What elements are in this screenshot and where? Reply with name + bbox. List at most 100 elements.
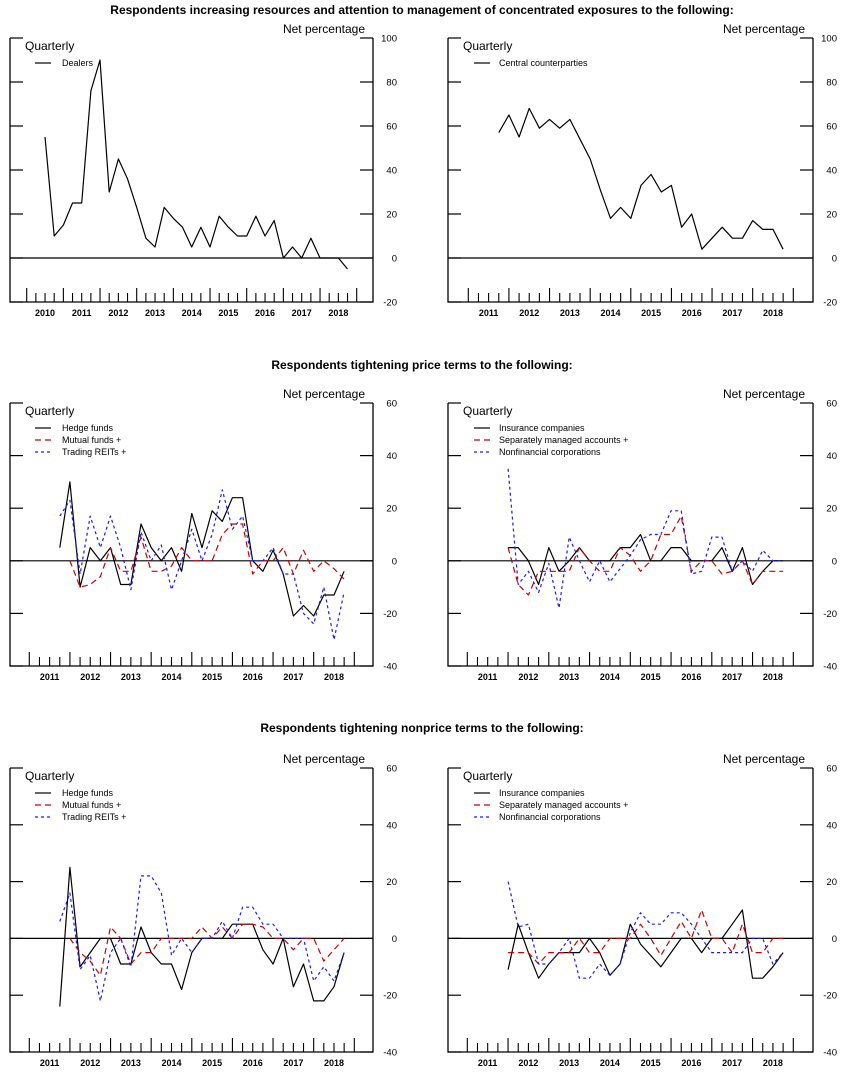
x-tick-label: 2011 (72, 308, 92, 318)
x-tick-label: 2013 (121, 672, 141, 682)
y-axis-label: Net percentage (723, 387, 805, 401)
series-line-hedge-funds (59, 481, 345, 617)
chart-panel-1: 100 80 60 40 20 0 -20 2011 2012 2013 2014 2015 2016 2… (447, 22, 837, 318)
y-axis-label: Net percentage (283, 752, 365, 766)
chart-panel-3: 60 40 20 0 -20 -40 2011 2012 2013 2014 2015 2016 201… (447, 387, 837, 682)
legend-label: Trading REITs + (62, 812, 126, 822)
frequency-label: Quarterly (25, 769, 74, 783)
x-tick-label: 2012 (108, 308, 128, 318)
y-tick-label: 0 (392, 934, 397, 945)
x-tick-label: 2015 (202, 1058, 222, 1068)
frequency-label: Quarterly (463, 404, 512, 418)
y-axis-label: Net percentage (723, 752, 805, 766)
legend-label: Hedge funds (62, 423, 114, 433)
legend-label: Separately managed accounts + (499, 800, 628, 810)
y-tick-label: 0 (832, 934, 837, 945)
plot-frame (447, 38, 814, 303)
x-tick-label: 2012 (519, 308, 539, 318)
series-line-nonfinancial-corporations (507, 468, 784, 609)
y-tick-label: 100 (381, 34, 397, 45)
y-tick-label: -20 (383, 609, 397, 620)
y-tick-label: 20 (826, 877, 837, 888)
y-tick-label: -40 (823, 662, 837, 673)
x-tick-label: 2013 (560, 308, 580, 318)
frequency-label: Quarterly (25, 404, 74, 418)
series-line-hedge-funds (59, 866, 345, 1007)
y-tick-label: -20 (823, 298, 837, 309)
x-tick-label: 2013 (559, 672, 579, 682)
legend-label: Separately managed accounts + (499, 435, 628, 445)
y-tick-label: 0 (392, 254, 397, 265)
series-line-trading-reits (59, 875, 345, 1002)
legend-label: Hedge funds (62, 788, 114, 798)
x-tick-label: 2018 (763, 308, 783, 318)
x-tick-label: 2015 (641, 672, 661, 682)
x-tick-label: 2011 (478, 1058, 498, 1068)
legend-label: Insurance companies (499, 423, 585, 433)
x-tick-label: 2015 (641, 1058, 661, 1068)
x-tick-label: 2013 (145, 308, 165, 318)
y-tick-label: 20 (826, 504, 837, 515)
x-tick-label: 2011 (40, 672, 60, 682)
x-tick-label: 2011 (40, 1058, 60, 1068)
x-tick-label: 2012 (80, 672, 100, 682)
y-tick-label: 40 (826, 820, 837, 831)
y-tick-label: 60 (826, 764, 837, 775)
x-tick-label: 2018 (324, 1058, 344, 1068)
y-tick-label: -20 (383, 298, 397, 309)
y-tick-label: 20 (826, 210, 837, 221)
x-tick-label: 2018 (328, 308, 348, 318)
y-tick-label: 0 (832, 556, 837, 567)
x-tick-label: 2012 (518, 1058, 538, 1068)
x-tick-label: 2014 (161, 1058, 181, 1068)
y-axis-label: Net percentage (283, 387, 365, 401)
x-tick-label: 2017 (292, 308, 312, 318)
y-axis-label: Net percentage (283, 22, 365, 36)
x-tick-label: 2018 (324, 672, 344, 682)
x-tick-label: 2014 (182, 308, 202, 318)
y-tick-label: 20 (386, 877, 397, 888)
x-tick-label: 2018 (763, 1058, 783, 1068)
x-tick-label: 2016 (243, 672, 263, 682)
y-tick-label: -40 (383, 662, 397, 673)
x-tick-label: 2014 (600, 672, 620, 682)
series-line-insurance-companies (507, 909, 784, 979)
x-tick-label: 2015 (202, 672, 222, 682)
series-line-separately-managed-accounts (508, 909, 784, 965)
frequency-label: Quarterly (25, 39, 74, 53)
y-tick-label: -40 (823, 1048, 837, 1059)
y-tick-label: 40 (826, 451, 837, 462)
y-tick-label: 40 (386, 820, 397, 831)
legend-label: Central counterparties (499, 58, 588, 68)
chart-panel-2: 60 40 20 0 -20 -40 2011 2012 2013 2014 2015 2016 201… (9, 387, 397, 682)
x-tick-label: 2011 (479, 308, 499, 318)
chart-panel-0: 100 80 60 40 20 0 -20 2010 2011 2012 2013 2014 2015 2… (9, 22, 397, 318)
plot-frame (447, 768, 814, 1053)
y-tick-label: 40 (826, 166, 837, 177)
legend-label: Dealers (62, 58, 94, 68)
legend-label: Trading REITs + (62, 447, 126, 457)
series-line-insurance-companies (508, 533, 784, 586)
x-tick-label: 2015 (641, 308, 661, 318)
y-tick-label: 60 (386, 122, 397, 133)
frequency-label: Quarterly (463, 769, 512, 783)
legend-label: Mutual funds + (62, 435, 121, 445)
legend-label: Nonfinancial corporations (499, 447, 601, 457)
y-tick-label: 80 (386, 78, 397, 89)
series-line-separately-managed-accounts (507, 515, 784, 596)
x-tick-label: 2014 (161, 672, 181, 682)
y-tick-label: 40 (386, 451, 397, 462)
chart-panel-4: 60 40 20 0 -20 -40 2011 2012 2013 2014 2015 2016 201… (9, 752, 397, 1068)
x-tick-label: 2017 (722, 308, 742, 318)
y-tick-label: -20 (383, 991, 397, 1002)
series-line-central-counterparties (498, 107, 784, 250)
x-tick-label: 2017 (283, 1058, 303, 1068)
series-line-mutual-funds (69, 923, 345, 976)
x-tick-label: 2014 (600, 308, 620, 318)
series-line-nonfinancial-corporations (507, 881, 784, 979)
series-line-dealers (44, 59, 348, 270)
x-tick-label: 2011 (478, 672, 498, 682)
y-axis-label: Net percentage (723, 22, 805, 36)
plot-frame (9, 38, 374, 303)
